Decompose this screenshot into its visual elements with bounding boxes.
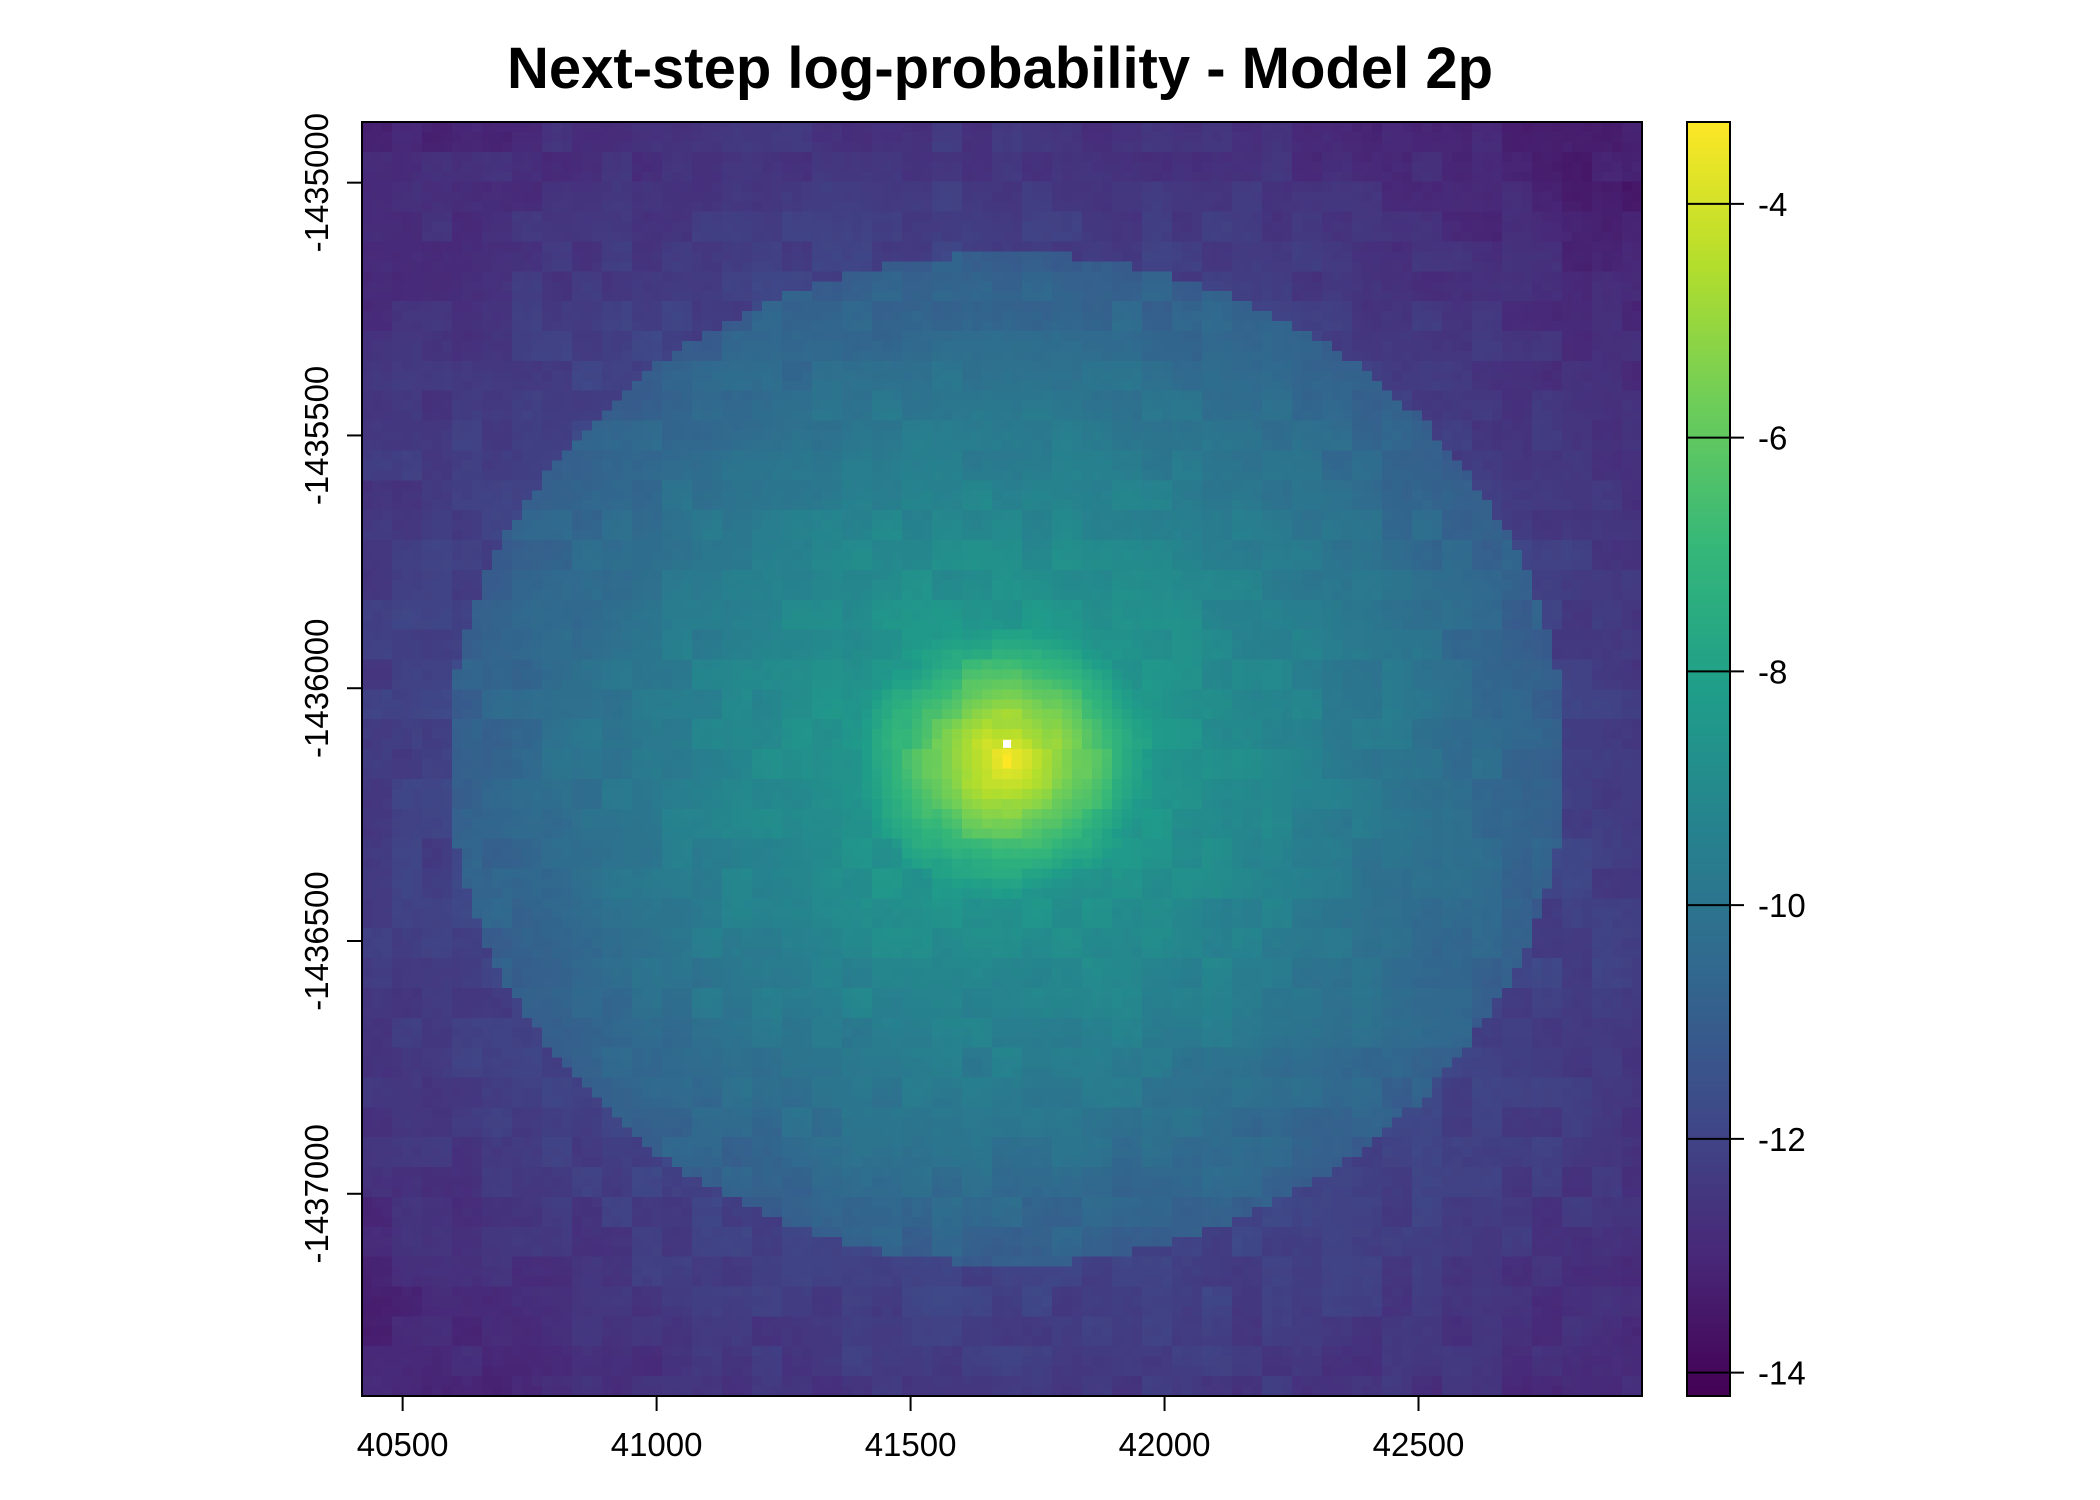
heatmap-image — [362, 122, 1642, 1396]
y-tick-label: -1435000 — [298, 113, 335, 252]
x-tick-label: 41000 — [611, 1426, 703, 1463]
colorbar-axis: -4 -6 -8 -10 -12 -14 — [1687, 186, 1806, 1392]
colorbar-tick-label: -14 — [1758, 1355, 1806, 1392]
y-tick-label: -1436500 — [298, 871, 335, 1010]
colorbar-tick-label: -12 — [1758, 1121, 1806, 1158]
x-tick-label: 40500 — [357, 1426, 449, 1463]
y-tick-label: -1437000 — [298, 1124, 335, 1263]
colorbar-tick-label: -8 — [1758, 653, 1787, 690]
peak-cell — [1003, 755, 1012, 768]
y-tick-label: -1435500 — [298, 366, 335, 505]
y-axis: -1435000 -1435500 -1436000 -1436500 -1437000 — [298, 113, 362, 1264]
chart-title: Next-step log-probability - Model 2p — [507, 36, 1493, 101]
colorbar-tick-label: -4 — [1758, 186, 1787, 223]
x-tick-label: 42500 — [1373, 1426, 1465, 1463]
colorbar-tick-label: -6 — [1758, 420, 1787, 457]
x-axis: 40500 41000 41500 42000 42500 — [357, 1396, 1465, 1463]
missing-cell — [1003, 739, 1012, 748]
colorbar-gradient — [1686, 121, 1731, 1397]
x-tick-label: 41500 — [865, 1426, 957, 1463]
x-tick-label: 42000 — [1119, 1426, 1211, 1463]
heatmap-raster — [362, 122, 1642, 1396]
plot-frame — [361, 121, 1643, 1397]
colorbar — [1686, 121, 1731, 1397]
colorbar-tick-label: -10 — [1758, 887, 1806, 924]
y-tick-label: -1436000 — [298, 618, 335, 757]
